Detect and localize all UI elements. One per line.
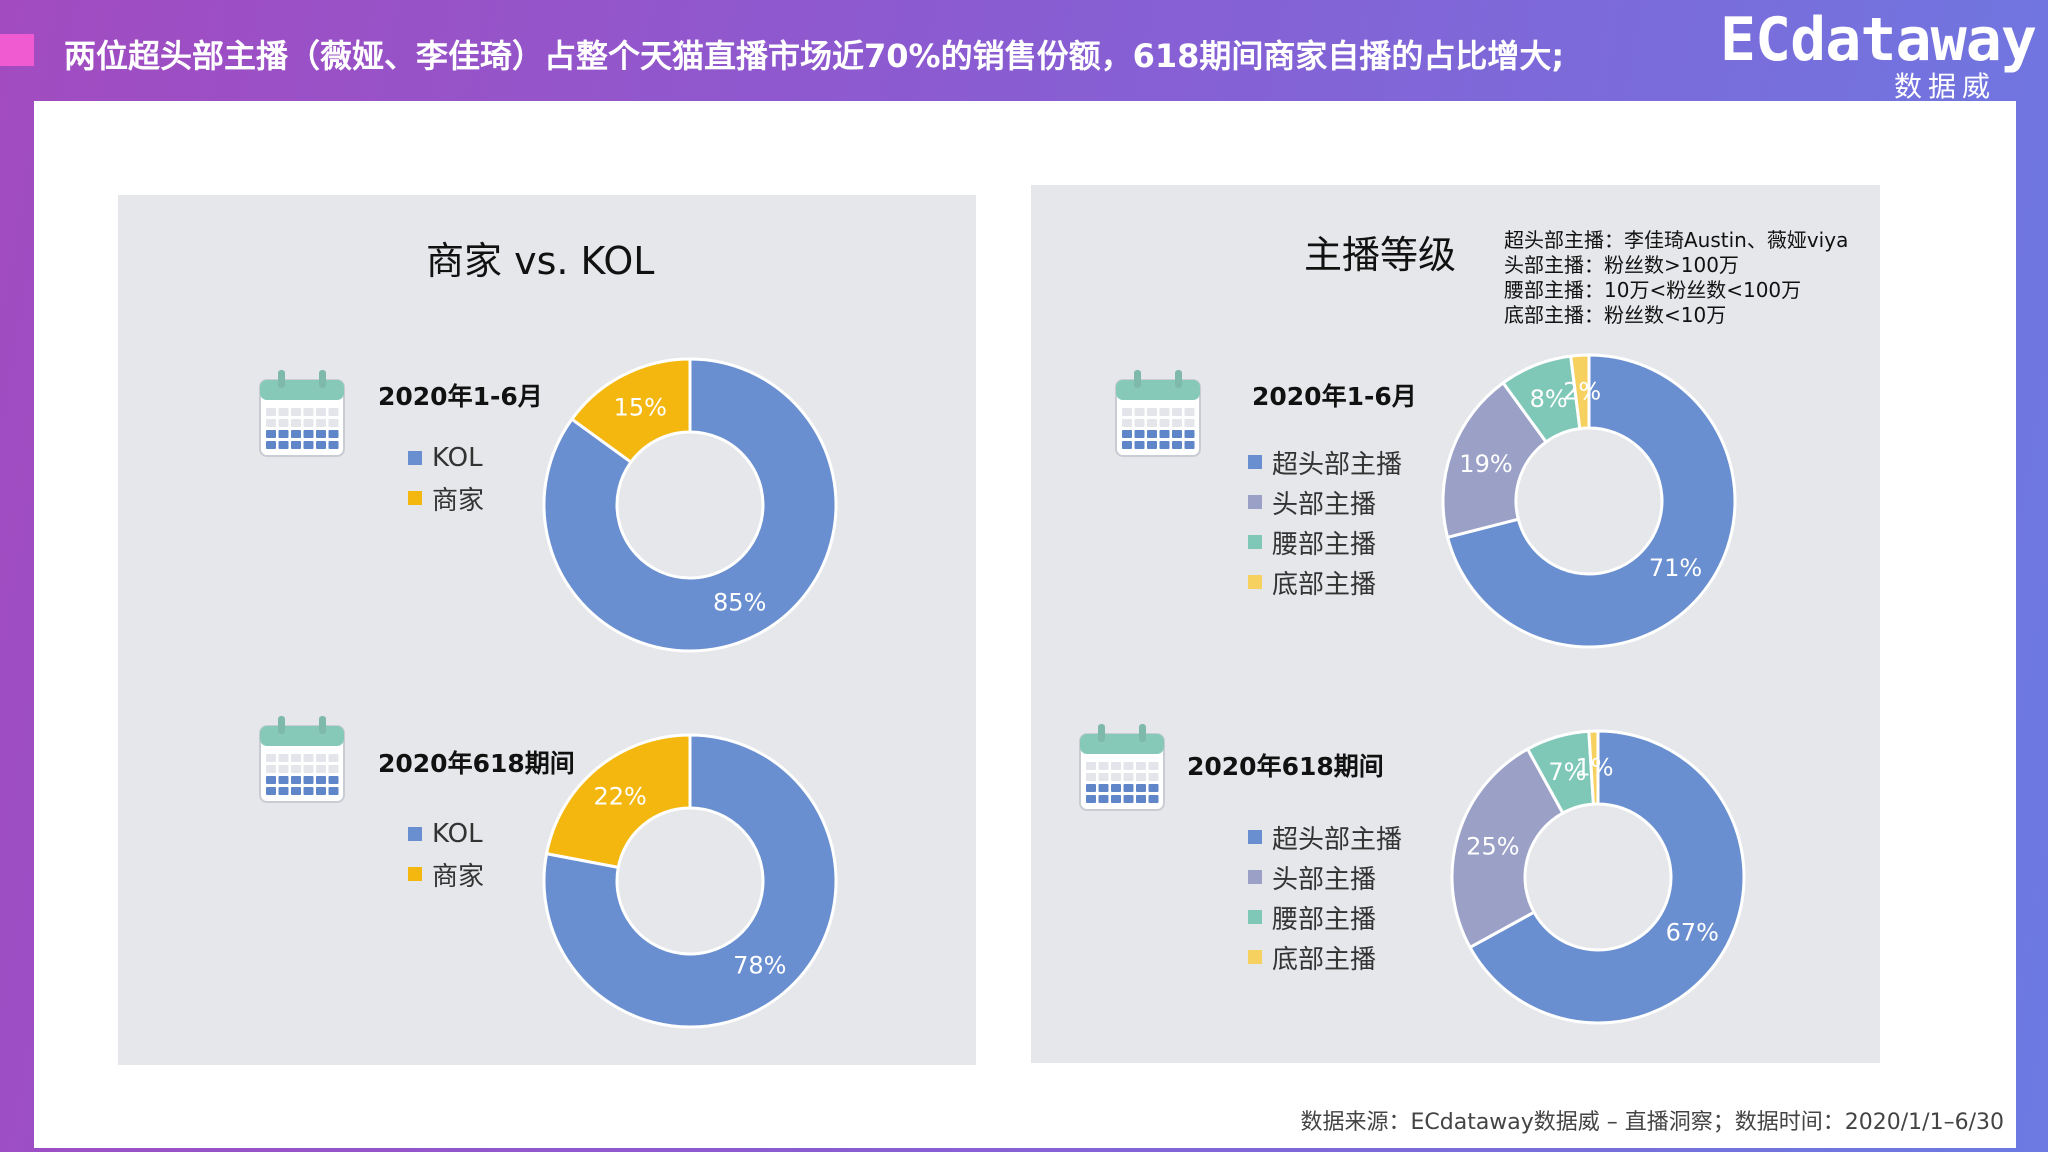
logo-wordmark: ECdataway [1719,5,2037,75]
legend-item-bottom: 底部主播 [1248,937,1402,977]
definition-super-head: 超头部主播：李佳琦Austin、薇娅viya [1504,228,1849,252]
donut-chart-anchor-level-h1: 71% 19% 8%2% [1441,353,1737,649]
legend-item-head: 头部主播 [1248,857,1402,897]
legend-item-super-head: 超头部主播 [1248,442,1402,482]
legend-swatch [408,451,422,465]
legend-swatch [1248,950,1262,964]
anchor-level-legend-1: 超头部主播 头部主播 腰部主播 底部主播 [1248,442,1402,602]
ecdataway-logo: ECdataway 数据威 [1716,4,2037,103]
definition-bottom: 底部主播：粉丝数<10万 [1504,303,1727,327]
donut-slice-label-0: 85% [713,589,766,617]
legend-item-head: 头部主播 [1248,482,1402,522]
merchant-vs-kol-panel [118,195,976,1065]
legend-swatch [1248,910,1262,924]
donut-chart-merchant-kol-h1: 85% 15% [542,357,838,653]
donut-slice-1 [1441,380,1549,540]
merchant-vs-kol-title: 商家 vs. KOL [426,239,655,283]
legend-swatch [408,827,422,841]
calendar-icon-graphic [1115,370,1201,457]
legend-swatch [1248,535,1262,549]
donut-slice-0 [1445,353,1737,649]
anchor-level-legend-2: 超头部主播 头部主播 腰部主播 底部主播 [1248,817,1402,977]
legend-item-merchant: 商家 [408,854,484,894]
legend-item-waist: 腰部主播 [1248,897,1402,937]
donut-slice-label-1: 15% [614,393,667,421]
donut-chart-anchor-level-618: 67% 25% 7%1% [1450,729,1746,1025]
legend-swatch [1248,455,1262,469]
definition-waist: 腰部主播：10万<粉丝数<100万 [1504,278,1802,302]
legend-swatch [408,867,422,881]
donut-slice-1 [544,733,692,870]
page-headline: 两位超头部主播（薇娅、李佳琦）占整个天猫直播市场近70%的销售份额，618期间商… [64,37,1565,75]
donut-slice-1 [1450,747,1565,950]
donut-slice-label-2: 8% [1530,385,1568,413]
legend-item-kol: KOL [408,438,484,478]
calendar-icon [1079,724,1165,811]
calendar-icon-graphic [259,716,345,803]
calendar-icon [1115,370,1201,457]
legend-swatch [1248,830,1262,844]
donut-slice-label-0: 71% [1649,554,1702,582]
donut-slice-label-3: 1% [1576,754,1614,782]
legend-swatch [1248,495,1262,509]
donut-slice-label-0: 67% [1666,919,1719,947]
donut-slice-label-0: 78% [733,951,786,979]
donut-slice-label-3: 2% [1563,378,1601,406]
donut-slice-0 [542,357,838,653]
donut-slice-3 [1569,353,1591,431]
legend-item-kol: KOL [408,814,484,854]
calendar-icon-graphic [1079,724,1165,811]
calendar-icon [259,370,345,457]
donut-slice-label-1: 25% [1466,832,1519,860]
donut-slice-label-1: 22% [594,783,647,811]
donut-slice-0 [1468,729,1746,1025]
legend-swatch [1248,870,1262,884]
period-label-1: 2020年1-6月 [378,382,543,411]
calendar-icon-graphic [259,370,345,457]
legend-item-merchant: 商家 [408,478,484,518]
period-label-4: 2020年618期间 [1187,752,1384,781]
merchant-kol-legend-1: KOL 商家 [408,438,484,518]
donut-slice-1 [569,357,692,465]
calendar-icon [259,716,345,803]
period-label-3: 2020年1-6月 [1252,382,1417,411]
period-label-2: 2020年618期间 [378,749,575,778]
merchant-kol-legend-2: KOL 商家 [408,814,484,894]
legend-swatch [1248,575,1262,589]
legend-item-bottom: 底部主播 [1248,562,1402,602]
legend-item-waist: 腰部主播 [1248,522,1402,562]
donut-slice-label-2: 7% [1548,758,1586,786]
donut-chart-merchant-kol-618: 78% 22% [542,733,838,1029]
anchor-level-title: 主播等级 [1304,233,1457,277]
donut-slice-3 [1587,729,1600,806]
legend-item-super-head: 超头部主播 [1248,817,1402,857]
header-accent-bar [0,34,34,66]
data-source-footer: 数据来源：ECdataway数据威 – 直播洞察；数据时间：2020/1/1–6… [1300,1110,2004,1135]
legend-swatch [408,491,422,505]
definition-head: 头部主播：粉丝数>100万 [1504,253,1739,277]
anchor-level-definitions: 超头部主播：李佳琦Austin、薇娅viya 头部主播：粉丝数>100万 腰部主… [1504,228,1884,328]
donut-slice-0 [542,733,838,1029]
donut-slice-label-1: 19% [1459,450,1512,478]
logo-subtitle: 数据威 [1893,70,1996,103]
